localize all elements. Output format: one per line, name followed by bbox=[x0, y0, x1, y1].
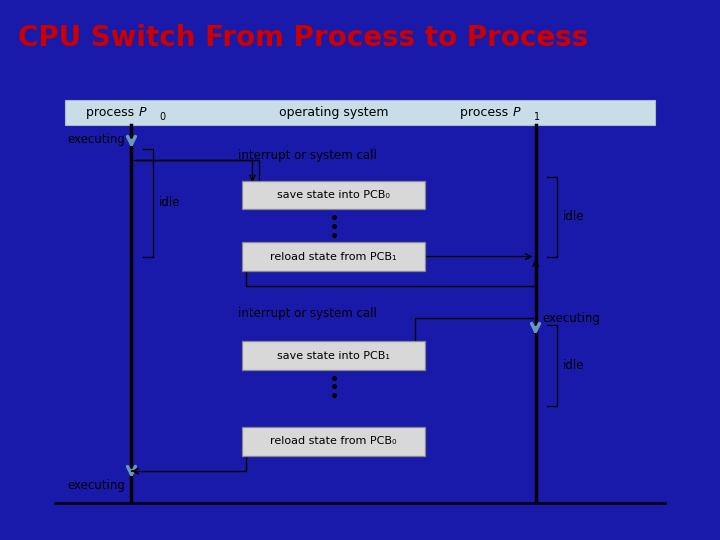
Text: idle: idle bbox=[563, 359, 584, 372]
Text: operating system: operating system bbox=[279, 106, 388, 119]
Text: interrupt or system call: interrupt or system call bbox=[238, 307, 377, 320]
Text: idle: idle bbox=[158, 196, 180, 209]
FancyBboxPatch shape bbox=[243, 180, 425, 209]
Text: executing: executing bbox=[67, 479, 125, 492]
Text: 0: 0 bbox=[159, 112, 166, 122]
FancyBboxPatch shape bbox=[243, 341, 425, 370]
Text: process: process bbox=[460, 106, 513, 119]
Text: save state into PCB₁: save state into PCB₁ bbox=[277, 350, 390, 361]
Text: reload state from PCB₀: reload state from PCB₀ bbox=[270, 436, 397, 447]
Text: reload state from PCB₁: reload state from PCB₁ bbox=[270, 252, 397, 261]
FancyBboxPatch shape bbox=[66, 100, 654, 125]
FancyBboxPatch shape bbox=[243, 242, 425, 271]
Text: CPU Switch From Process to Process: CPU Switch From Process to Process bbox=[18, 24, 588, 52]
Text: 1: 1 bbox=[534, 112, 540, 122]
Text: interrupt or system call: interrupt or system call bbox=[238, 149, 377, 162]
FancyBboxPatch shape bbox=[243, 427, 425, 456]
Text: executing: executing bbox=[542, 312, 600, 325]
Text: idle: idle bbox=[563, 211, 584, 224]
Text: P: P bbox=[139, 106, 146, 119]
Text: save state into PCB₀: save state into PCB₀ bbox=[277, 190, 390, 200]
Text: process: process bbox=[86, 106, 138, 119]
Text: P: P bbox=[513, 106, 521, 119]
Text: executing: executing bbox=[67, 133, 125, 146]
